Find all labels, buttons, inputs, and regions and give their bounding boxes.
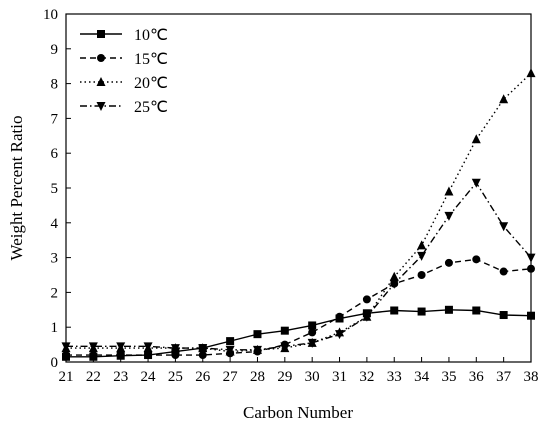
data-point-s1 (171, 351, 180, 360)
data-point-s2 (499, 94, 509, 104)
data-point-s0 (527, 311, 535, 320)
y-tick-label: 7 (51, 111, 59, 127)
x-tick-label: 22 (86, 369, 101, 385)
x-tick-label: 30 (305, 369, 320, 385)
data-point-s3 (417, 251, 427, 261)
x-tick-label: 21 (59, 369, 74, 385)
data-point-s3 (252, 345, 262, 355)
y-tick-label: 3 (51, 251, 59, 267)
axis-ticks: 21 22 23 24 25 26 27 28 29 30 31 32 33 34 35 36 37 380123… (43, 7, 539, 385)
series-line-2 (66, 72, 532, 353)
x-tick-label: 32 (359, 369, 374, 385)
data-point-s2 (444, 186, 454, 196)
x-tick-label: 31 (332, 369, 347, 385)
y-tick-label: 1 (51, 320, 59, 336)
data-point-s3 (335, 330, 345, 340)
legend-marker (97, 30, 105, 38)
series-line-0 (66, 309, 532, 358)
data-point-s0 (499, 311, 508, 320)
data-point-s1 (472, 255, 481, 264)
data-point-s3 (280, 342, 290, 352)
y-tick-label: 0 (51, 355, 59, 371)
x-tick-label: 34 (414, 369, 430, 385)
data-point-s3 (170, 344, 180, 354)
y-axis-title: Weight Percent Ratio (7, 116, 26, 261)
data-point-s1 (308, 328, 317, 337)
legend-label: 15℃ (134, 51, 168, 68)
data-point-s1 (89, 351, 98, 360)
y-tick-label: 5 (51, 181, 59, 197)
data-point-s2 (526, 68, 536, 78)
legend-marker (96, 77, 106, 86)
data-point-s3 (362, 312, 372, 322)
legend-marker (97, 54, 105, 62)
legend-label: 25℃ (134, 99, 168, 116)
series-line-1 (66, 258, 532, 356)
data-point-s1 (198, 351, 207, 360)
x-tick-label: 25 (168, 369, 183, 385)
x-tick-label: 28 (250, 369, 265, 385)
x-tick-label: 29 (277, 369, 292, 385)
data-point-s1 (144, 351, 153, 360)
x-tick-label: 24 (141, 369, 157, 385)
data-point-s2 (389, 271, 399, 281)
legend-label: 10℃ (134, 27, 168, 44)
y-tick-label: 10 (43, 7, 58, 23)
data-point-s2 (471, 134, 481, 144)
data-point-s0 (280, 326, 289, 335)
series-lines (66, 72, 532, 358)
data-point-s1 (417, 271, 426, 279)
data-point-s3 (143, 342, 153, 352)
x-tick-label: 35 (441, 369, 456, 385)
data-point-s1 (527, 264, 535, 273)
data-point-s2 (417, 240, 427, 250)
x-tick-label: 37 (496, 369, 512, 385)
x-tick-label: 33 (387, 369, 402, 385)
x-tick-label: 38 (524, 369, 539, 385)
data-point-s1 (362, 295, 371, 304)
y-tick-label: 9 (51, 42, 59, 58)
data-point-s3 (471, 178, 481, 188)
data-point-s3 (307, 338, 317, 348)
data-point-s3 (225, 345, 235, 355)
data-point-s1 (62, 351, 70, 360)
data-point-s3 (444, 211, 454, 221)
legend-label: 20℃ (134, 75, 168, 92)
data-point-s1 (444, 258, 453, 267)
x-axis-title: Carbon Number (243, 403, 353, 422)
y-tick-label: 8 (51, 77, 59, 93)
data-point-s3 (61, 342, 71, 352)
data-point-s1 (499, 267, 508, 276)
y-tick-label: 4 (51, 216, 59, 232)
data-point-s3 (526, 253, 536, 263)
data-point-s0 (444, 305, 453, 314)
y-tick-label: 2 (51, 285, 59, 301)
x-tick-label: 27 (223, 369, 239, 385)
data-point-s3 (88, 342, 98, 352)
data-point-s0 (226, 337, 235, 346)
data-point-s3 (499, 222, 509, 232)
data-point-s1 (116, 351, 125, 360)
data-point-s0 (390, 306, 399, 315)
series-line-3 (66, 181, 532, 351)
data-point-s3 (116, 342, 126, 352)
y-tick-label: 6 (51, 146, 59, 162)
data-point-s3 (198, 344, 208, 354)
data-point-s0 (417, 307, 426, 316)
data-point-s1 (335, 312, 344, 321)
x-tick-label: 36 (469, 369, 485, 385)
data-point-s0 (253, 330, 262, 339)
legend-marker (96, 102, 106, 111)
data-point-s0 (308, 321, 317, 330)
x-tick-label: 26 (195, 369, 211, 385)
x-tick-label: 23 (113, 369, 128, 385)
data-point-s0 (472, 306, 481, 315)
data-point-s3 (389, 279, 399, 289)
legend: 10℃ 15℃ 20℃ 25℃ (80, 27, 168, 116)
series-markers (61, 68, 536, 361)
